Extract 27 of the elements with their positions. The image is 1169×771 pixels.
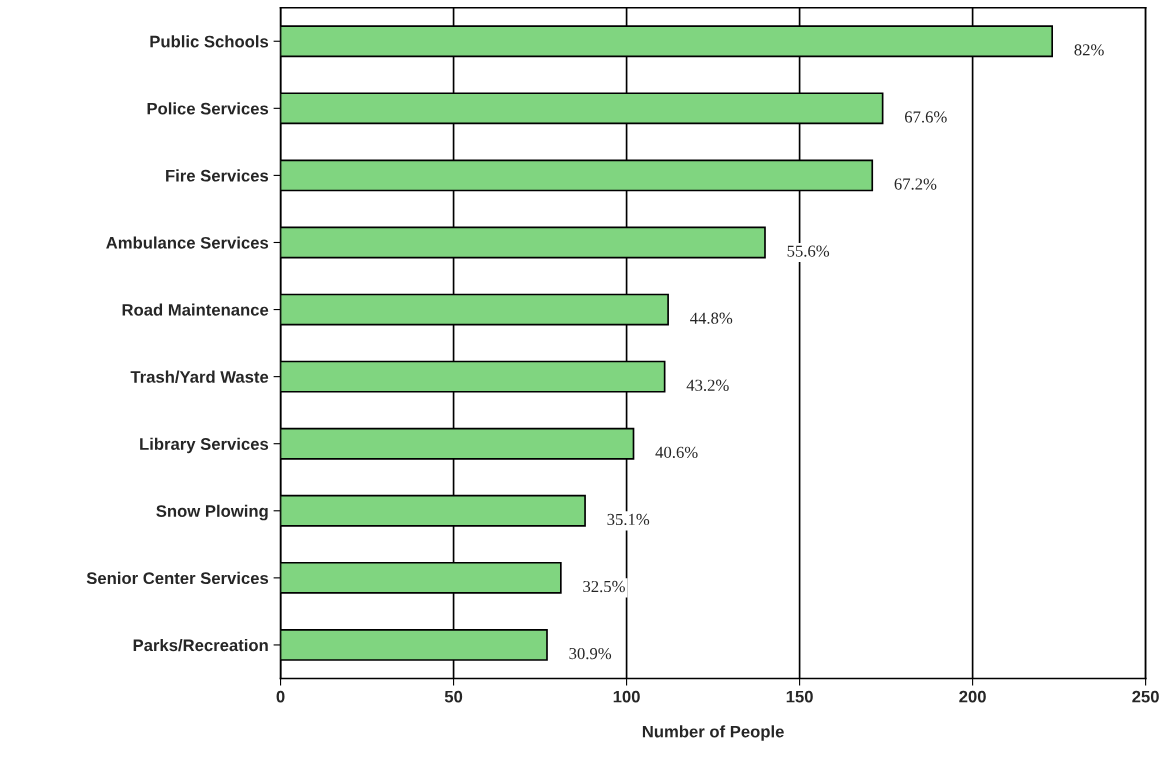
annotation: 55.6% — [787, 245, 830, 257]
x-tick-label: 250 — [1132, 690, 1159, 703]
annotation: 40.6% — [655, 446, 698, 459]
annotation: 35.1% — [607, 513, 650, 526]
annotation: 44.8% — [690, 312, 733, 324]
x-tick-label: 200 — [959, 690, 986, 703]
x-tick-label: 50 — [444, 690, 463, 703]
y-tick-label: Library Services — [140, 437, 269, 454]
y-tick-label: Ambulance Services — [106, 236, 269, 249]
y-tick-label: Public Schools — [150, 35, 269, 48]
annotation: 82% — [1074, 44, 1104, 56]
y-tick-label: Snow Plowing — [156, 504, 268, 521]
y-tick-label: Parks/Recreation — [133, 638, 268, 652]
annotation: 67.6% — [904, 111, 947, 123]
y-tick-label: Police Services — [147, 102, 269, 115]
annotation: 43.2% — [686, 379, 729, 391]
y-tick-label: Senior Center Services — [86, 571, 269, 585]
x-tick-label: 150 — [786, 690, 813, 703]
x-axis-title: Number of People — [642, 725, 784, 741]
y-tick-label: Trash/Yard Waste — [130, 370, 269, 384]
y-tick-label: Road Maintenance — [122, 303, 269, 316]
x-tick-label: 0 — [276, 690, 285, 703]
annotation: 32.5% — [583, 580, 625, 593]
x-tick-label: 100 — [613, 690, 640, 703]
annotation: 67.2% — [894, 178, 937, 190]
annotation: 30.9% — [569, 647, 612, 660]
y-tick-label: Fire Services — [166, 169, 269, 182]
